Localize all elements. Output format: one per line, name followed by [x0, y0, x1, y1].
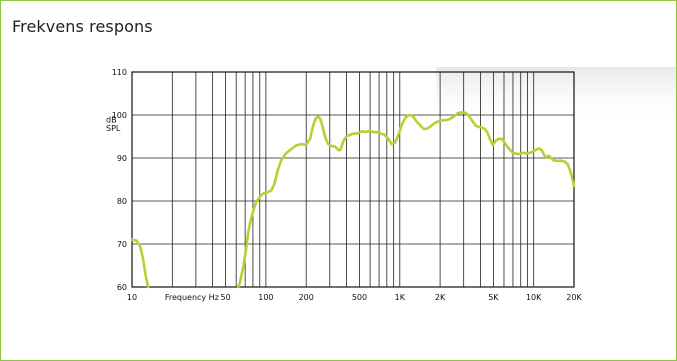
- x-tick-label: 200: [299, 293, 314, 302]
- x-tick-label: 2K: [435, 293, 446, 302]
- plot-frame: [131, 71, 575, 288]
- y-tick-label: 80: [117, 197, 127, 206]
- y-tick-label: 60: [117, 283, 127, 292]
- y-tick-label: 70: [117, 240, 127, 249]
- response-curve: [236, 111, 576, 289]
- y-tick-label: 110: [112, 68, 127, 77]
- x-tick-label: 10K: [526, 293, 542, 302]
- panel-title: Frekvens respons: [12, 17, 153, 36]
- y-axis-label-line-1: dB: [106, 115, 117, 124]
- x-tick-label: 20K: [566, 293, 582, 302]
- x-axis-label: Frequency Hz: [165, 293, 219, 302]
- y-axis-label-line-2: SPL: [106, 124, 121, 133]
- x-tick-label: 50: [220, 293, 230, 302]
- x-tick-label: 500: [352, 293, 367, 302]
- y-tick-label: 90: [117, 154, 127, 163]
- x-tick-label: 1K: [395, 293, 406, 302]
- y-tick-label: 100: [112, 111, 127, 120]
- corner-shade: [436, 67, 676, 127]
- response-curve: [130, 238, 150, 289]
- x-tick-label: 5K: [488, 293, 499, 302]
- x-tick-label: 10: [127, 293, 137, 302]
- x-tick-label: 100: [258, 293, 273, 302]
